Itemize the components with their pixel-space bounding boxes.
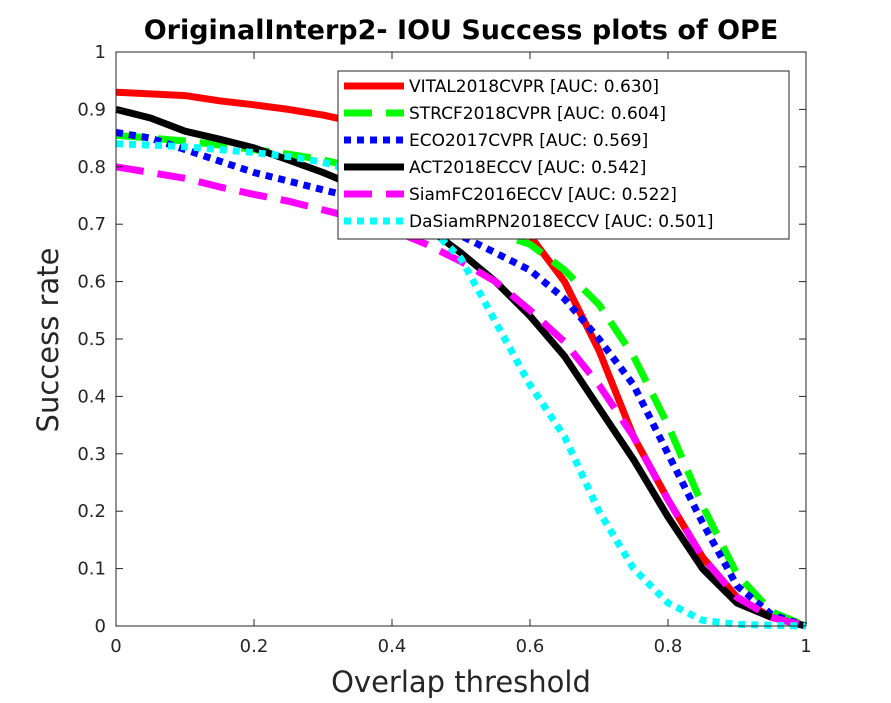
x-tick-label: 0.6 [516,636,545,657]
legend-entry: ECO2017CVPR [AUC: 0.569] [409,131,648,151]
y-tick-label: 0.2 [77,501,106,522]
x-tick-label: 0.8 [654,636,683,657]
legend-entry: DaSiamRPN2018ECCV [AUC: 0.501] [409,212,714,232]
y-tick-label: 0.7 [77,214,106,235]
series-line-4 [115,106,807,630]
legend-entry: ACT2018ECCV [AUC: 0.542] [409,158,646,178]
x-tick-label: 0 [110,636,121,657]
y-tick-label: 1 [95,42,106,63]
y-tick-label: 0.9 [77,99,106,120]
series-line-6 [115,140,807,630]
x-tick-label: 0.2 [240,636,269,657]
chart-title: OriginalInterp2- IOU Success plots of OP… [144,15,779,46]
legend: VITAL2018CVPR [AUC: 0.630] STRCF2018CVPR … [337,70,790,240]
y-tick-label: 0.8 [77,157,106,178]
y-tick-label: 0.5 [77,329,106,350]
x-tick-label: 1 [800,636,811,657]
x-axis-label: Overlap threshold [331,665,591,699]
y-tick-label: 0.6 [77,272,106,293]
series-line-3 [115,128,808,630]
legend-box [337,70,790,240]
y-tick-label: 0 [95,616,106,637]
y-tick-label: 0.3 [77,444,106,465]
axes: 0 0.2 0.4 0.6 0.8 1 0 0.1 0.2 0.3 0.4 0.5 0.6 0.7 0.8 0… [77,42,811,657]
legend-entry: VITAL2018CVPR [AUC: 0.630] [409,77,659,97]
x-tick-label: 0.4 [378,636,407,657]
y-tick-label: 0.4 [77,386,106,407]
y-tick-label: 0.1 [77,559,106,580]
y-axis-label: Success rate [31,248,65,433]
legend-entry: STRCF2018CVPR [AUC: 0.604] [409,104,666,124]
legend-entry: SiamFC2016ECCV [AUC: 0.522] [409,185,677,205]
